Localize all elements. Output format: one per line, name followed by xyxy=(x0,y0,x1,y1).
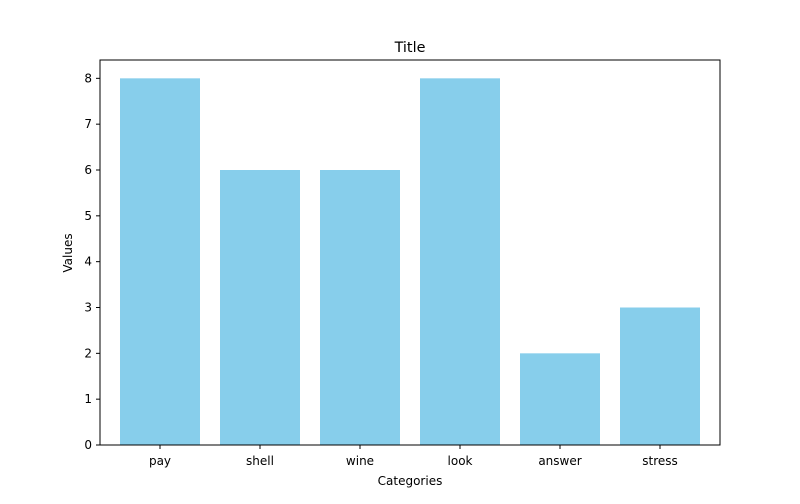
y-axis-label: Values xyxy=(61,233,75,272)
bar-answer xyxy=(520,353,600,445)
y-tick-label: 1 xyxy=(84,392,92,406)
y-tick-label: 0 xyxy=(84,438,92,452)
plot-area-frame xyxy=(99,59,721,446)
bars-layer xyxy=(120,78,700,445)
x-tick-label: wine xyxy=(346,454,374,468)
y-tick-label: 2 xyxy=(84,346,92,360)
y-tick-label: 4 xyxy=(84,255,92,269)
x-tick-label: look xyxy=(448,454,473,468)
bar-stress xyxy=(620,307,700,445)
x-tick-label: answer xyxy=(538,454,581,468)
y-tick-label: 7 xyxy=(84,117,92,131)
bar-shell xyxy=(220,170,300,445)
bar-pay xyxy=(120,78,200,445)
y-tick-label: 3 xyxy=(84,301,92,315)
x-axis-ticks: pay shell wine look answer stress xyxy=(149,445,678,468)
x-tick-label: shell xyxy=(246,454,274,468)
y-axis-ticks: 0 1 2 3 4 5 6 7 8 xyxy=(84,71,100,452)
y-tick-label: 6 xyxy=(84,163,92,177)
bar-look xyxy=(420,78,500,445)
x-tick-label: stress xyxy=(642,454,678,468)
x-axis-label: Categories xyxy=(378,474,443,488)
bar-wine xyxy=(320,170,400,445)
x-tick-label: pay xyxy=(149,454,171,468)
y-tick-label: 5 xyxy=(84,209,92,223)
y-tick-label: 8 xyxy=(84,71,92,85)
chart-title: Title xyxy=(394,40,426,56)
